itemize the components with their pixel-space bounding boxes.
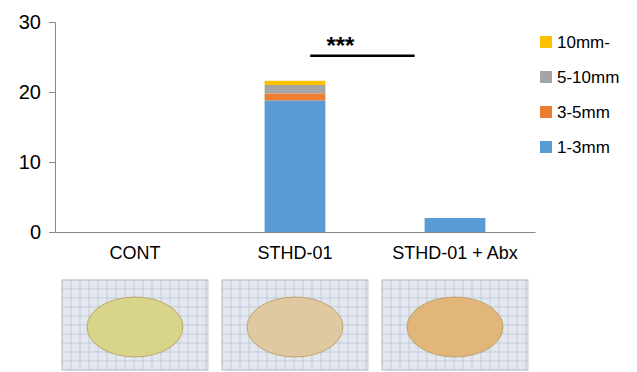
x-axis: CONT STHD-01 STHD-01 + Abx: [56, 232, 536, 263]
legend-label: 3-5mm: [557, 103, 610, 122]
photo-grid: [62, 370, 208, 371]
legend: 1-3mm 3-5mm 5-10mm 10mm-: [540, 33, 619, 157]
bar-segment: [105, 232, 166, 233]
photos: [62, 280, 528, 370]
y-tick-label: 20: [19, 81, 41, 103]
legend-swatch: [540, 106, 552, 118]
photo: [62, 280, 208, 370]
bar-segment: [425, 218, 486, 219]
y-tick-mark: [49, 22, 55, 23]
photo: [382, 280, 528, 370]
y-tick-label: 10: [19, 151, 41, 173]
legend-swatch: [540, 36, 552, 48]
x-axis-line: [56, 232, 536, 233]
photo: [222, 280, 368, 370]
legend-swatch: [540, 71, 552, 83]
legend-swatch: [540, 141, 552, 153]
photo-liver: [247, 297, 343, 357]
y-tick: 0: [30, 221, 55, 243]
y-tick-label: 0: [30, 221, 41, 243]
photo-grid: [222, 280, 368, 281]
chart: 0 10 20 30 CONT STHD-01 STHD-01 + Abx *** 1-3mm 3…: [0, 0, 637, 372]
bar-segment: [265, 85, 326, 93]
photo-grid: [382, 280, 528, 281]
x-tick: CONT: [110, 232, 161, 263]
y-tick-label: 30: [19, 11, 41, 33]
photo-liver: [87, 297, 183, 357]
y-tick: 10: [19, 151, 55, 173]
legend-label: 10mm-: [557, 33, 610, 52]
bar-segment: [105, 232, 166, 233]
x-tick: STHD-01: [257, 232, 332, 263]
photo-grid: [62, 361, 208, 362]
x-tick-label: CONT: [110, 243, 161, 263]
photo-paper: [222, 280, 368, 370]
bar-segment: [425, 218, 486, 232]
x-tick: STHD-01 + Abx: [392, 232, 518, 263]
bar-segment: [105, 232, 166, 233]
y-axis: 0 10 20 30: [19, 11, 56, 243]
y-tick: 20: [19, 81, 55, 103]
photo-grid: [222, 361, 368, 362]
bar-segment: [425, 218, 486, 219]
bar-segment: [105, 232, 166, 233]
bar-segment: [265, 93, 326, 100]
bars: [265, 81, 486, 232]
photo-grid: [222, 289, 368, 290]
photo-grid: [62, 280, 208, 281]
y-tick-mark: [49, 162, 55, 163]
x-tick-label: STHD-01: [257, 243, 332, 263]
y-tick-mark: [49, 92, 55, 93]
photo-liver: [407, 297, 503, 357]
legend-label: 5-10mm: [557, 68, 619, 87]
y-tick-mark: [49, 232, 55, 233]
bar-segment: [265, 100, 326, 232]
significance-label: ***: [326, 32, 355, 59]
photo-paper: [62, 280, 208, 370]
photo-paper: [382, 280, 528, 370]
x-tick-label: STHD-01 + Abx: [392, 243, 518, 263]
photo-grid: [222, 370, 368, 371]
y-tick: 30: [19, 11, 55, 33]
bar-segment: [425, 218, 486, 219]
photo-grid: [382, 289, 528, 290]
photo-grid: [62, 289, 208, 290]
legend-label: 1-3mm: [557, 138, 610, 157]
photo-grid: [382, 361, 528, 362]
bar-segment: [265, 81, 326, 85]
photo-grid: [382, 370, 528, 371]
y-axis-line: [49, 23, 56, 233]
